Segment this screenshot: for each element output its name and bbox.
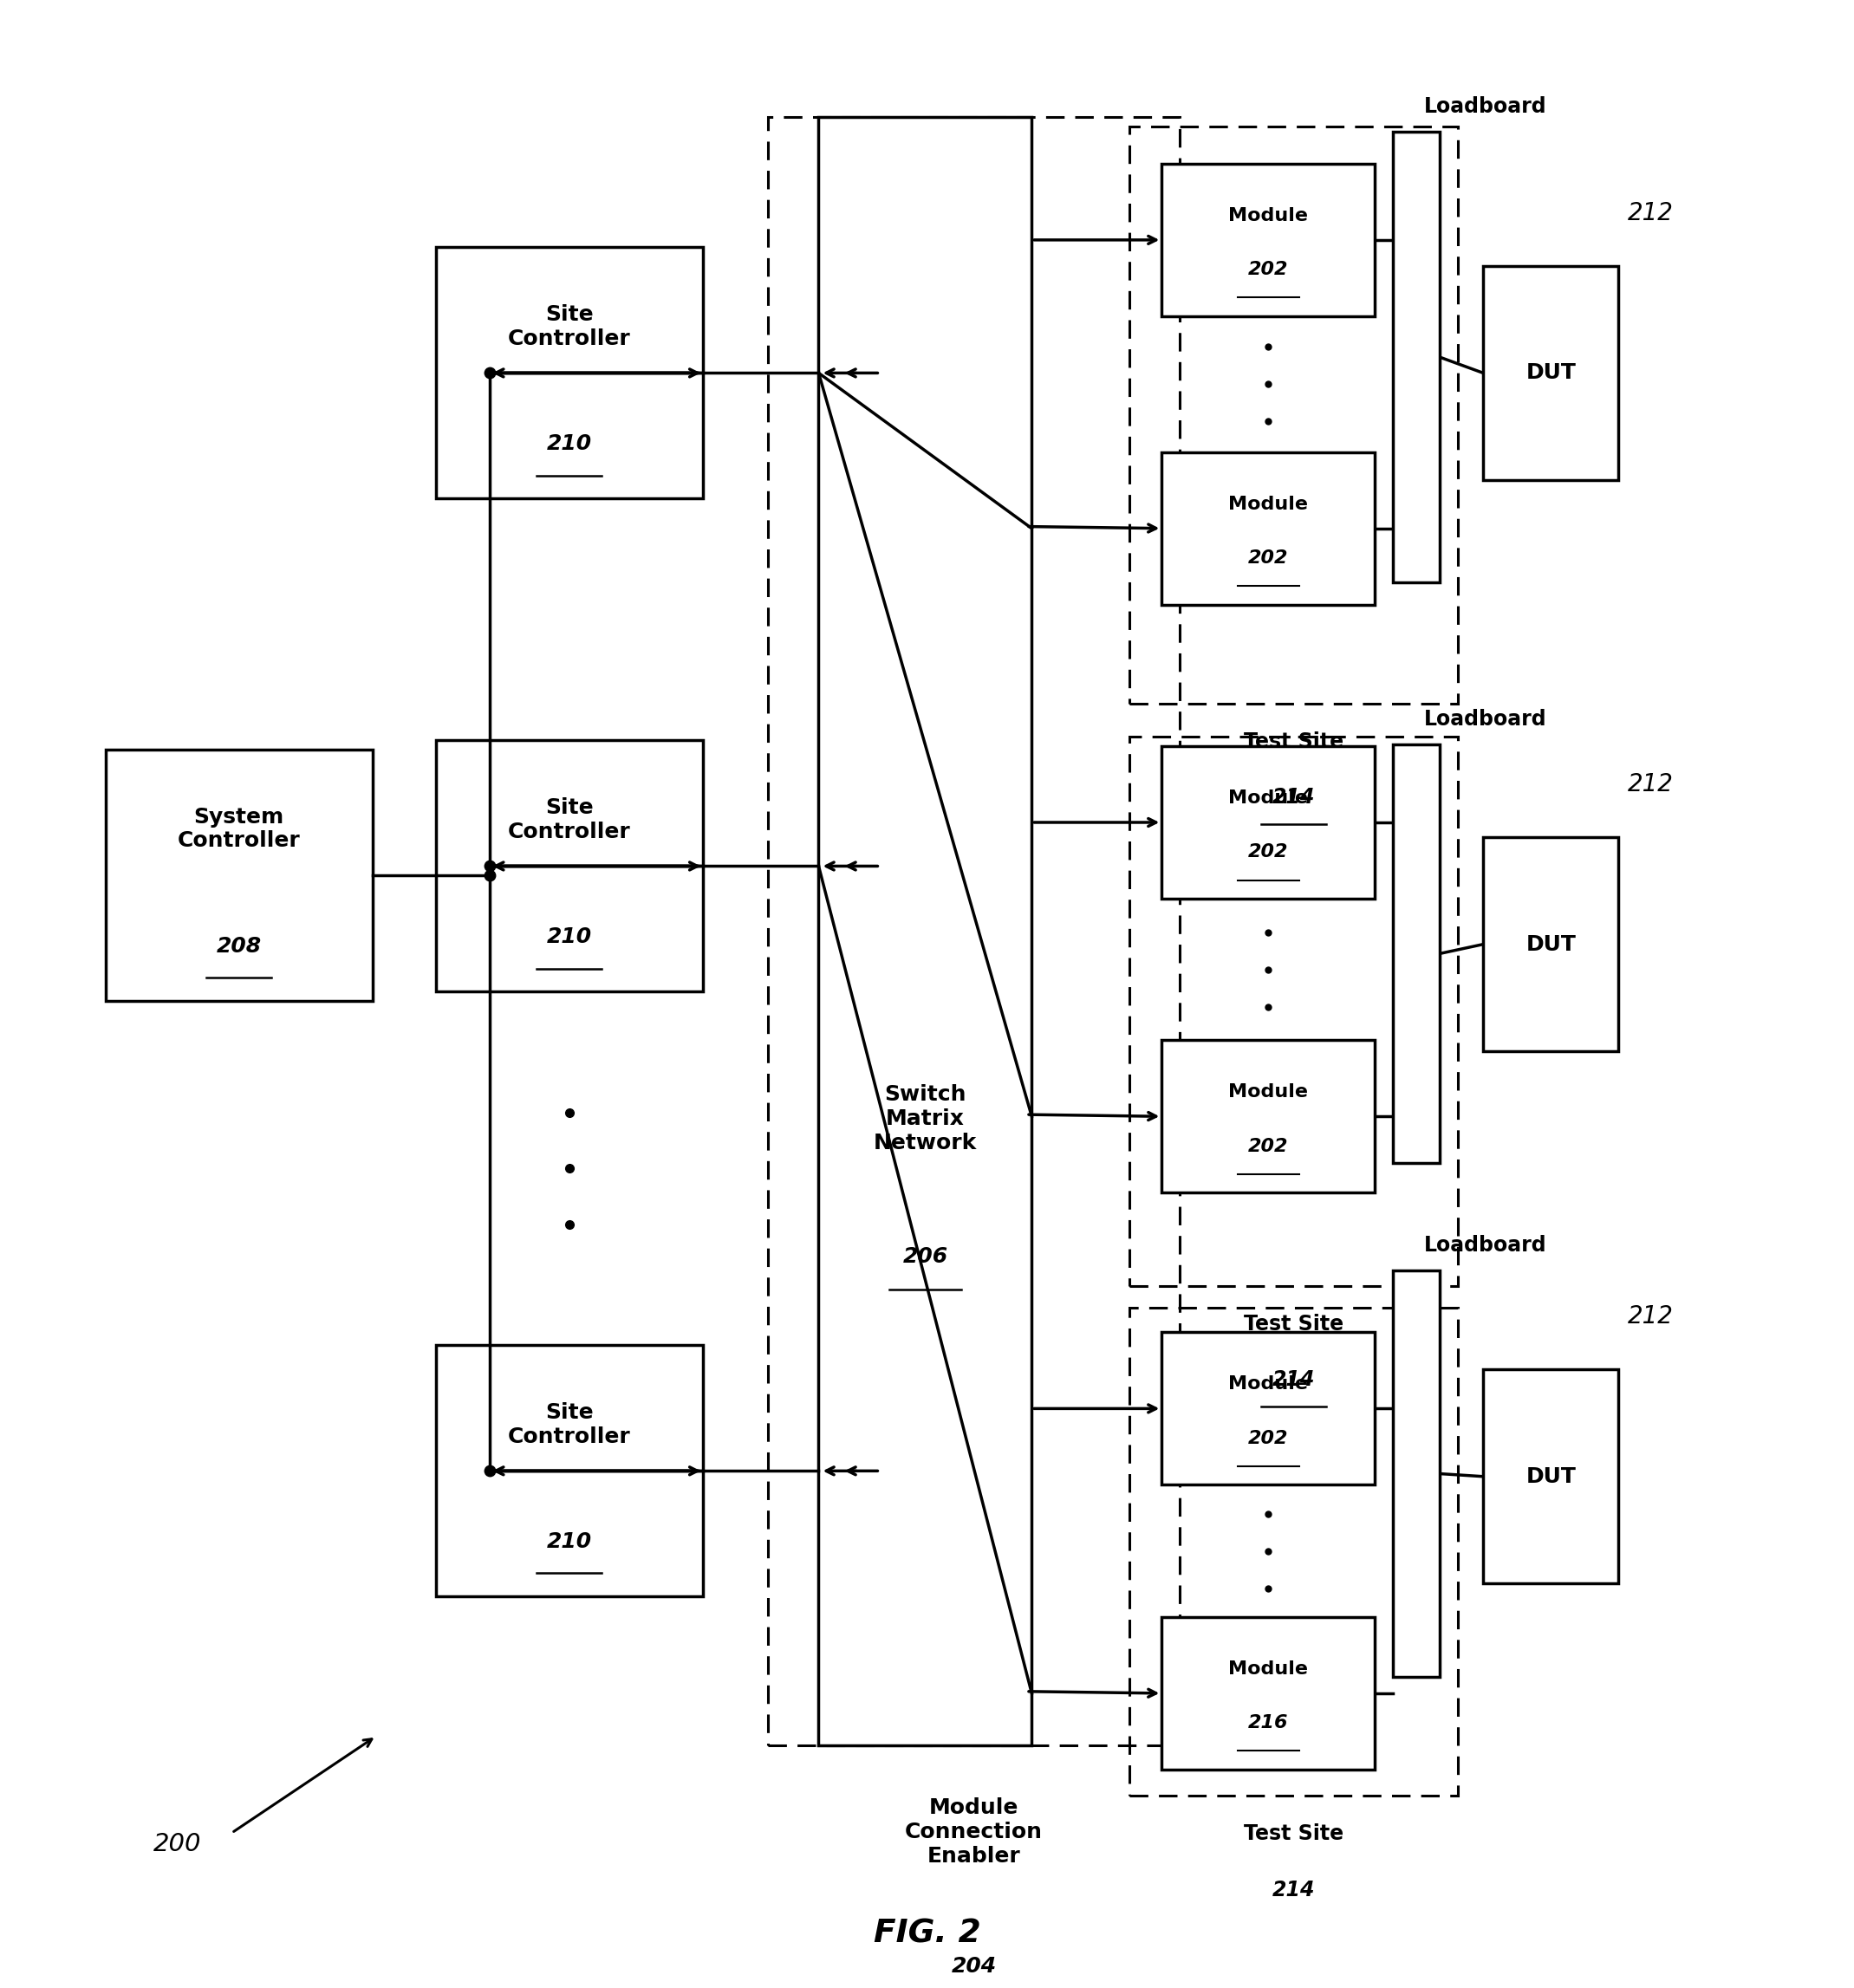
Text: Test Site: Test Site bbox=[1244, 1314, 1344, 1334]
Text: 216: 216 bbox=[1248, 1714, 1289, 1732]
FancyBboxPatch shape bbox=[1162, 163, 1376, 316]
Text: Switch
Matrix
Network: Switch Matrix Network bbox=[873, 1083, 977, 1153]
Text: 210: 210 bbox=[547, 926, 591, 946]
FancyBboxPatch shape bbox=[1162, 451, 1376, 604]
Text: Site
Controller: Site Controller bbox=[508, 1402, 630, 1447]
Text: Module: Module bbox=[1229, 207, 1309, 225]
FancyBboxPatch shape bbox=[1483, 837, 1619, 1052]
Text: 212: 212 bbox=[1628, 1304, 1674, 1328]
Text: 212: 212 bbox=[1628, 201, 1674, 225]
FancyBboxPatch shape bbox=[1162, 1616, 1376, 1769]
FancyBboxPatch shape bbox=[1162, 746, 1376, 899]
Text: 208: 208 bbox=[217, 936, 261, 956]
FancyBboxPatch shape bbox=[1483, 1370, 1619, 1584]
Text: Test Site: Test Site bbox=[1244, 732, 1344, 751]
Text: 206: 206 bbox=[903, 1246, 947, 1266]
FancyBboxPatch shape bbox=[1162, 1332, 1376, 1485]
Text: 202: 202 bbox=[1248, 1137, 1289, 1155]
Text: System
Controller: System Controller bbox=[178, 807, 300, 851]
FancyBboxPatch shape bbox=[436, 247, 703, 499]
Text: 214: 214 bbox=[1272, 787, 1314, 807]
FancyBboxPatch shape bbox=[768, 117, 1179, 1745]
Text: Site
Controller: Site Controller bbox=[508, 304, 630, 350]
Text: 210: 210 bbox=[547, 433, 591, 453]
Text: 204: 204 bbox=[951, 1956, 997, 1976]
Text: Module: Module bbox=[1229, 495, 1309, 513]
Text: Site
Controller: Site Controller bbox=[508, 797, 630, 843]
Text: 200: 200 bbox=[154, 1831, 202, 1857]
Text: DUT: DUT bbox=[1526, 934, 1576, 954]
FancyBboxPatch shape bbox=[1392, 131, 1441, 582]
FancyBboxPatch shape bbox=[1483, 266, 1619, 479]
Text: FIG. 2: FIG. 2 bbox=[873, 1918, 981, 1950]
FancyBboxPatch shape bbox=[436, 1346, 703, 1596]
Text: Loadboard: Loadboard bbox=[1424, 1235, 1546, 1256]
Text: Module: Module bbox=[1229, 1083, 1309, 1101]
Text: 214: 214 bbox=[1272, 1370, 1314, 1390]
Text: 214: 214 bbox=[1272, 1879, 1314, 1901]
Text: DUT: DUT bbox=[1526, 1465, 1576, 1487]
FancyBboxPatch shape bbox=[819, 117, 1031, 1745]
Text: 202: 202 bbox=[1248, 1429, 1289, 1447]
Text: DUT: DUT bbox=[1526, 362, 1576, 384]
FancyBboxPatch shape bbox=[1162, 1040, 1376, 1193]
Text: 202: 202 bbox=[1248, 549, 1289, 567]
Text: Module: Module bbox=[1229, 789, 1309, 807]
Text: 202: 202 bbox=[1248, 260, 1289, 278]
Text: Module
Connection
Enabler: Module Connection Enabler bbox=[905, 1797, 1042, 1867]
FancyBboxPatch shape bbox=[1392, 1270, 1441, 1676]
Text: 202: 202 bbox=[1248, 843, 1289, 861]
FancyBboxPatch shape bbox=[106, 749, 373, 1002]
Text: Module: Module bbox=[1229, 1660, 1309, 1678]
Text: Test Site: Test Site bbox=[1244, 1823, 1344, 1845]
Text: 212: 212 bbox=[1628, 771, 1674, 797]
Text: Module: Module bbox=[1229, 1376, 1309, 1394]
Text: Loadboard: Loadboard bbox=[1424, 708, 1546, 730]
FancyBboxPatch shape bbox=[436, 740, 703, 992]
Text: 210: 210 bbox=[547, 1531, 591, 1553]
FancyBboxPatch shape bbox=[1392, 744, 1441, 1163]
Text: Loadboard: Loadboard bbox=[1424, 95, 1546, 117]
